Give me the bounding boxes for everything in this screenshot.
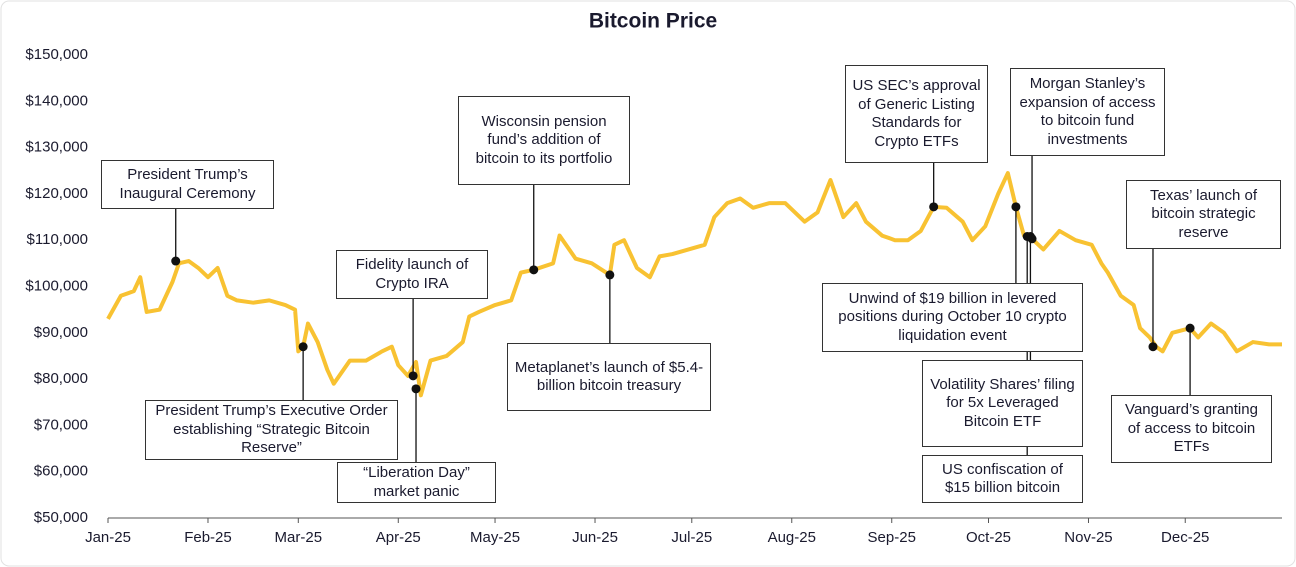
annotation-marker — [408, 371, 418, 381]
x-tick-label: Apr-25 — [376, 529, 421, 546]
annotation-text: Texas’ launch of bitcoin strategic reser… — [1126, 180, 1281, 249]
y-tick-label: $60,000 — [34, 463, 88, 480]
y-tick-label: $150,000 — [25, 46, 88, 63]
x-tick-label: Nov-25 — [1064, 529, 1112, 546]
y-tick-label: $50,000 — [34, 509, 88, 526]
annotation-marker — [605, 270, 615, 280]
annotation-marker — [1148, 342, 1158, 352]
annotation-marker — [1011, 202, 1021, 212]
annotation-text: Metaplanet’s launch of $5.4-billion bitc… — [507, 343, 711, 411]
y-tick-label: $90,000 — [34, 324, 88, 341]
x-tick-label: Mar-25 — [275, 529, 323, 546]
y-tick-label: $120,000 — [25, 185, 88, 202]
annotation-marker — [171, 256, 181, 266]
annotation-text: Volatility Shares’ filing for 5x Leverag… — [922, 360, 1083, 447]
y-tick-label: $80,000 — [34, 370, 88, 387]
annotation-text: President Trump’s Executive Order establ… — [145, 400, 398, 460]
x-tick-label: Feb-25 — [184, 529, 232, 546]
x-tick-label: Jun-25 — [572, 529, 618, 546]
price-line — [106, 171, 1282, 398]
x-tick-label: May-25 — [470, 529, 520, 546]
x-tick-label: Jan-25 — [85, 529, 131, 546]
chart-title: Bitcoin Price — [589, 10, 717, 33]
annotation-text: Vanguard’s granting of access to bitcoin… — [1111, 395, 1272, 463]
annotation-text: Fidelity launch of Crypto IRA — [336, 250, 488, 299]
annotation-text: Unwind of $19 billion in levered positio… — [822, 283, 1083, 352]
annotation-marker — [411, 384, 421, 394]
annotation-text: “Liberation Day” market panic — [337, 462, 496, 503]
annotation-text: Morgan Stanley’s expansion of access to … — [1010, 68, 1165, 156]
y-tick-label: $110,000 — [27, 231, 88, 248]
annotation-text: Wisconsin pension fund’s addition of bit… — [458, 96, 630, 185]
y-tick-label: $70,000 — [34, 416, 88, 433]
y-tick-label: $140,000 — [25, 92, 88, 109]
y-tick-label: $100,000 — [25, 277, 88, 294]
annotation-marker — [529, 265, 539, 275]
annotation-text: US SEC’s approval of Generic Listing Sta… — [845, 65, 988, 163]
annotation-marker — [1022, 231, 1032, 241]
annotation-text: President Trump’s Inaugural Ceremony — [101, 160, 274, 209]
y-tick-label: $130,000 — [25, 139, 88, 156]
annotation-text: US confiscation of $15 billion bitcoin — [922, 455, 1083, 503]
annotation-marker — [929, 202, 939, 212]
x-tick-label: Dec-25 — [1161, 529, 1209, 546]
annotation-marker — [298, 342, 308, 352]
x-tick-label: Oct-25 — [966, 529, 1011, 546]
annotation-marker — [1185, 323, 1195, 333]
x-tick-label: Aug-25 — [768, 529, 816, 546]
x-tick-label: Jul-25 — [671, 529, 712, 546]
x-tick-label: Sep-25 — [868, 529, 916, 546]
